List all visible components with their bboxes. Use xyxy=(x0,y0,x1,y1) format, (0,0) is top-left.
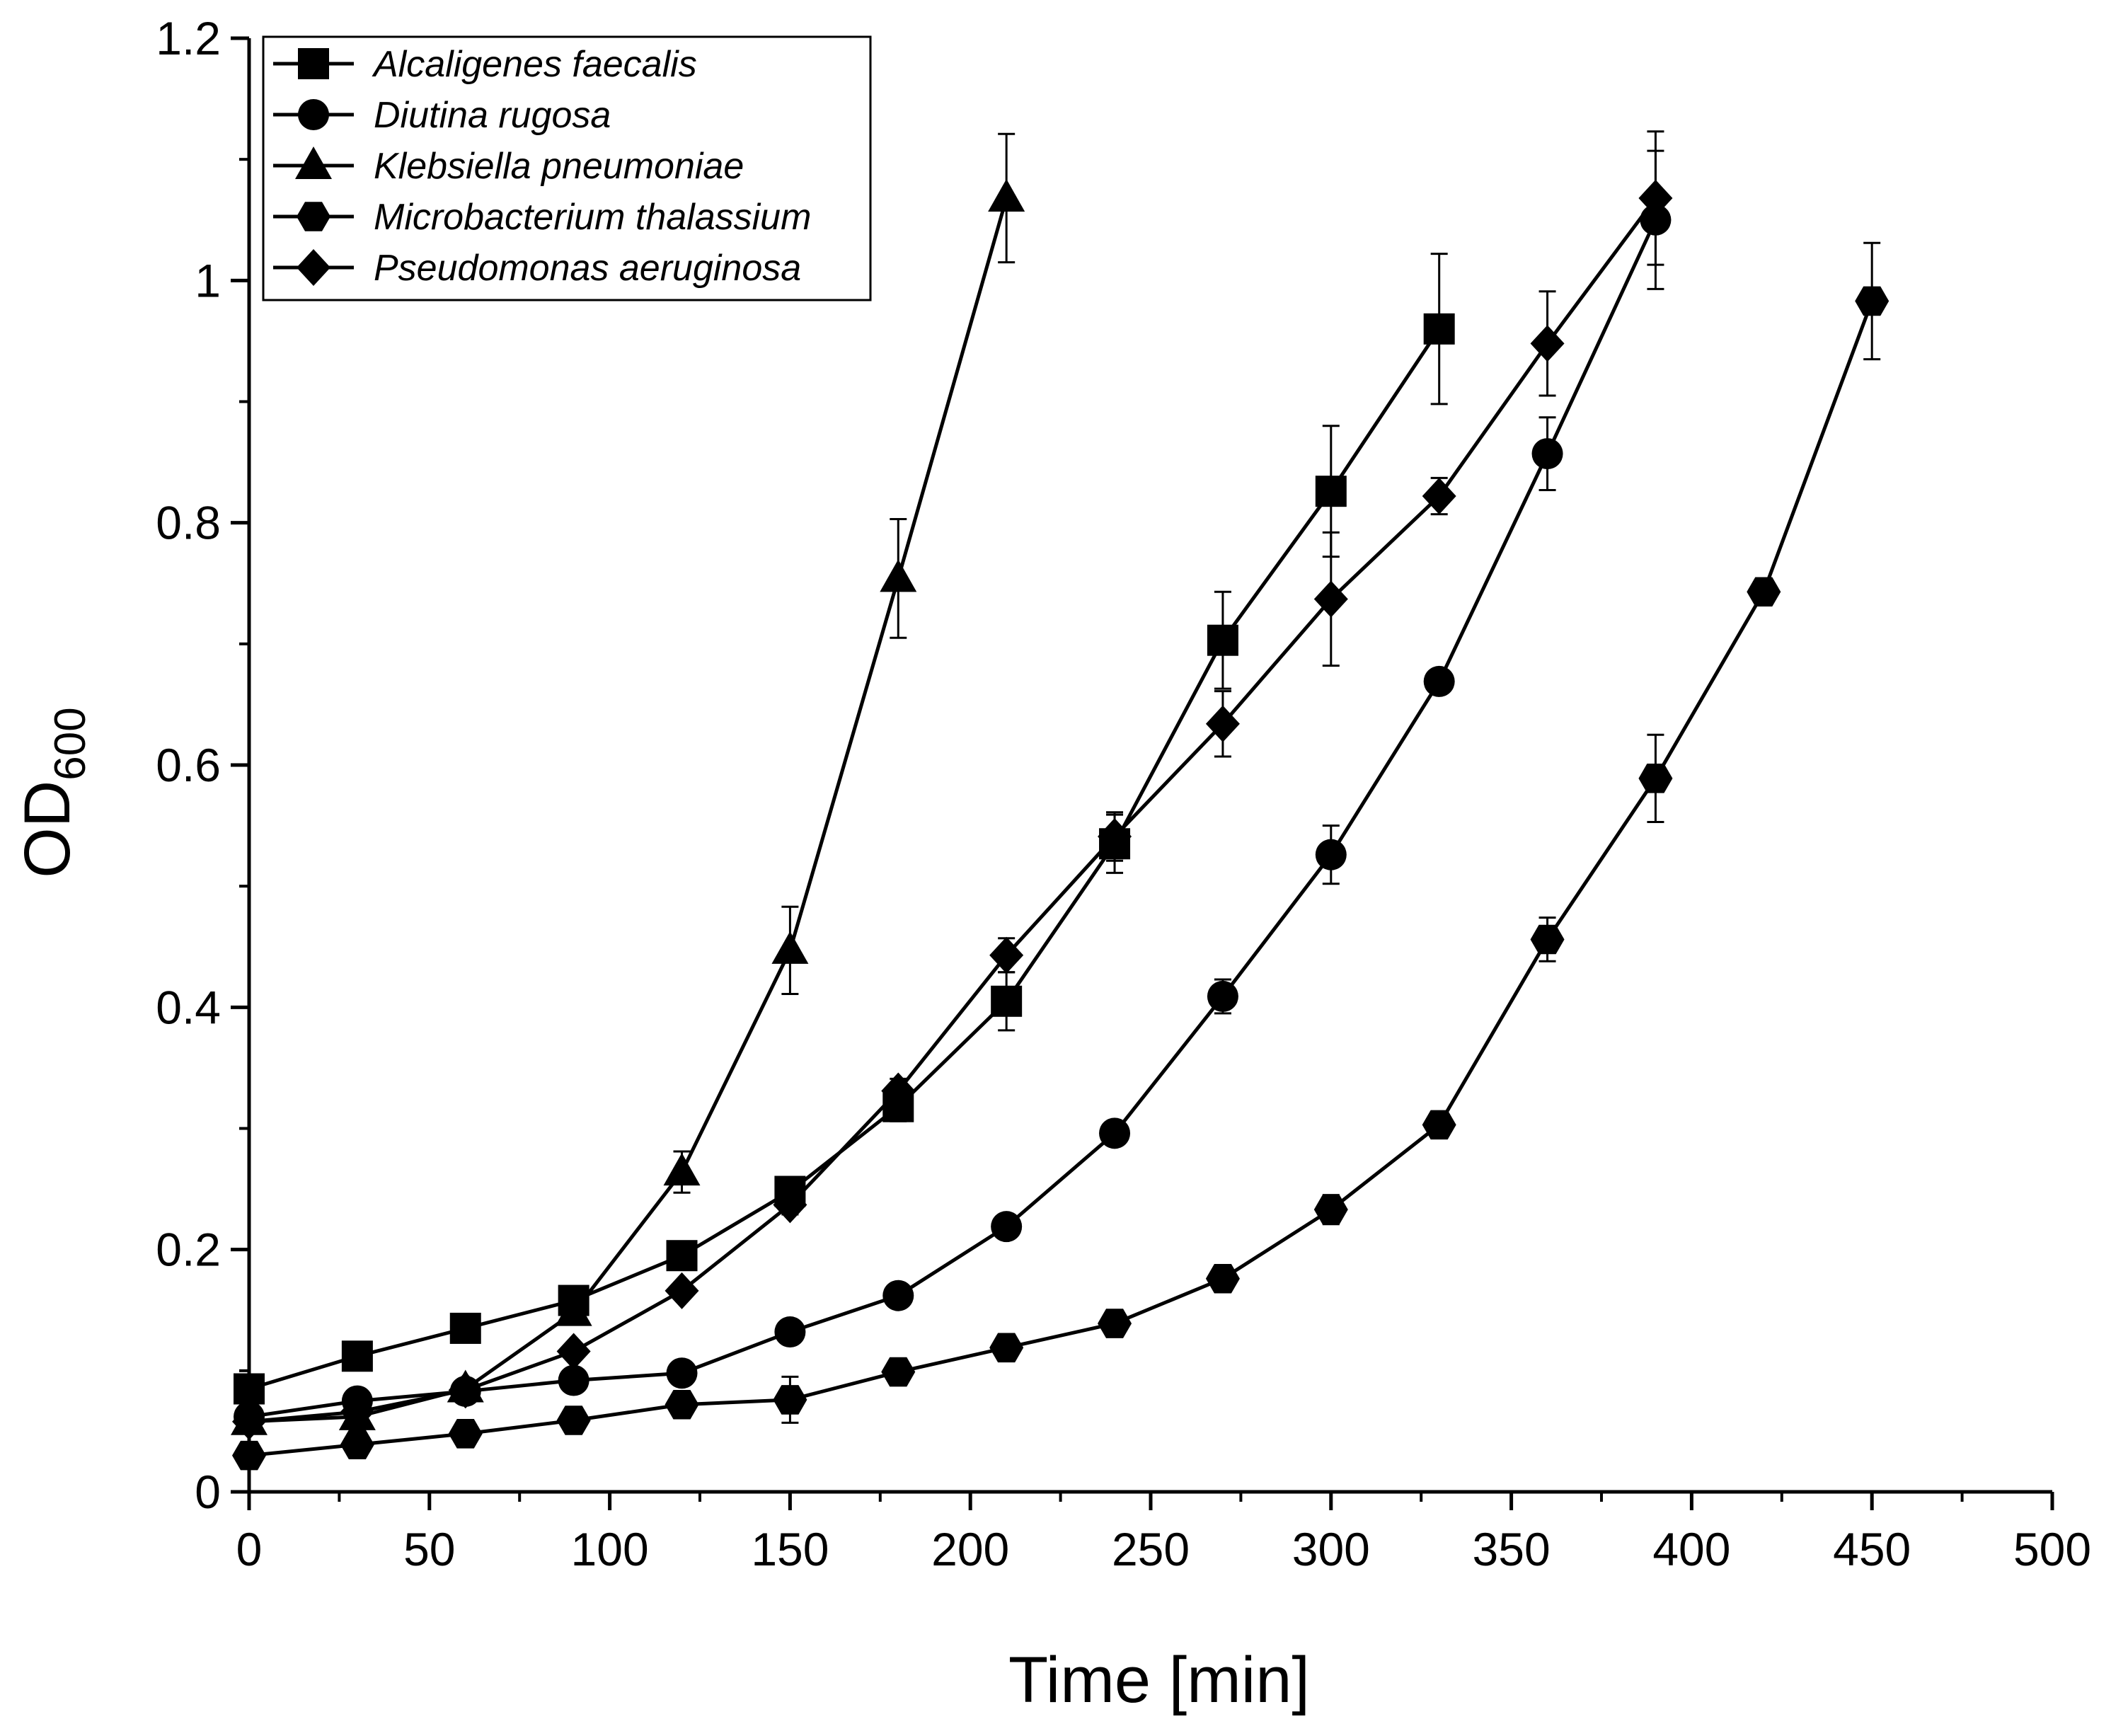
point-diutina-rugosa-390 xyxy=(1640,204,1672,236)
series-line-microbacterium-thalassium xyxy=(248,300,1874,1458)
point-diutina-rugosa-360 xyxy=(1531,438,1563,470)
y-tick-label-6: 1.2 xyxy=(156,12,221,64)
point-diutina-rugosa-210 xyxy=(991,1211,1023,1243)
point-microbacterium-thalassium-270 xyxy=(1205,1263,1240,1294)
point-klebsiella-pneumoniae-90 xyxy=(555,1293,592,1326)
legend-marker-klebsiella-pneumoniae xyxy=(295,146,332,179)
point-pseudomonas-aeruginosa-0 xyxy=(232,1403,266,1440)
point-microbacterium-thalassium-30 xyxy=(340,1430,374,1460)
point-microbacterium-thalassium-360 xyxy=(1530,924,1565,955)
point-diutina-rugosa-90 xyxy=(558,1364,589,1396)
point-pseudomonas-aeruginosa-330 xyxy=(1422,478,1456,515)
point-microbacterium-thalassium-60 xyxy=(448,1419,483,1449)
point-alcaligenes-faecalis-300 xyxy=(1315,476,1347,507)
legend-marker-alcaligenes-faecalis xyxy=(298,48,329,79)
error-bars xyxy=(241,130,1881,1461)
point-klebsiella-pneumoniae-210 xyxy=(988,178,1025,212)
point-pseudomonas-aeruginosa-300 xyxy=(1313,580,1348,618)
point-microbacterium-thalassium-420 xyxy=(1747,577,1781,607)
point-pseudomonas-aeruginosa-30 xyxy=(340,1393,374,1431)
legend-label-klebsiella-pneumoniae: Klebsiella pneumoniae xyxy=(374,146,744,187)
x-tick-label-350: 350 xyxy=(1473,1523,1551,1575)
legend-marker-microbacterium-thalassium xyxy=(297,202,330,231)
point-pseudomonas-aeruginosa-120 xyxy=(665,1272,699,1309)
point-alcaligenes-faecalis-210 xyxy=(991,985,1023,1017)
x-tick-label-500: 500 xyxy=(2013,1523,2091,1575)
point-alcaligenes-faecalis-60 xyxy=(449,1312,481,1344)
y-tick-label-0: 0 xyxy=(195,1466,221,1518)
point-microbacterium-thalassium-90 xyxy=(556,1406,591,1435)
point-pseudomonas-aeruginosa-240 xyxy=(1098,817,1132,855)
legend-marker-diutina-rugosa xyxy=(298,99,329,130)
axes: 0 50 100 150 200 250 300 350 400 450 500 0 0.2 0.4 0.6… xyxy=(156,12,2091,1575)
point-pseudomonas-aeruginosa-270 xyxy=(1205,705,1240,742)
point-diutina-rugosa-180 xyxy=(882,1280,914,1311)
point-microbacterium-thalassium-330 xyxy=(1422,1110,1456,1140)
series-markers xyxy=(231,178,1889,1471)
series-lines xyxy=(248,197,1874,1458)
point-alcaligenes-faecalis-120 xyxy=(666,1240,698,1272)
point-alcaligenes-faecalis-330 xyxy=(1423,313,1455,345)
point-alcaligenes-faecalis-0 xyxy=(234,1373,265,1405)
point-klebsiella-pneumoniae-180 xyxy=(880,559,917,592)
point-diutina-rugosa-330 xyxy=(1423,665,1455,697)
point-diutina-rugosa-240 xyxy=(1099,1117,1131,1149)
series-line-alcaligenes-faecalis xyxy=(248,328,1441,1391)
legend-label-alcaligenes-faecalis: Alcaligenes faecalis xyxy=(372,44,697,85)
x-tick-label-400: 400 xyxy=(1652,1523,1730,1575)
y-tick-label-5: 1 xyxy=(195,254,221,306)
legend-box xyxy=(262,35,872,301)
point-microbacterium-thalassium-180 xyxy=(881,1357,916,1387)
point-klebsiella-pneumoniae-120 xyxy=(663,1153,701,1186)
point-pseudomonas-aeruginosa-210 xyxy=(989,936,1024,974)
point-microbacterium-thalassium-450 xyxy=(1855,286,1889,316)
point-pseudomonas-aeruginosa-360 xyxy=(1530,325,1565,362)
point-pseudomonas-aeruginosa-90 xyxy=(556,1333,591,1370)
y-axis-title-main: OD xyxy=(11,781,84,878)
legend-label-pseudomonas-aeruginosa: Pseudomonas aeruginosa xyxy=(374,248,801,289)
y-tick-label-1: 0.2 xyxy=(156,1224,221,1276)
point-diutina-rugosa-150 xyxy=(774,1316,806,1348)
x-tick-label-0: 0 xyxy=(236,1523,263,1575)
legend-label-diutina-rugosa: Diutina rugosa xyxy=(374,95,611,136)
point-microbacterium-thalassium-210 xyxy=(989,1333,1024,1363)
series-line-diutina-rugosa xyxy=(248,219,1657,1419)
series-line-pseudomonas-aeruginosa xyxy=(248,197,1657,1424)
point-microbacterium-thalassium-150 xyxy=(773,1385,807,1415)
x-tick-label-200: 200 xyxy=(931,1523,1009,1575)
y-tick-label-3: 0.6 xyxy=(156,739,221,791)
point-microbacterium-thalassium-0 xyxy=(232,1440,266,1471)
series-line-klebsiella-pneumoniae xyxy=(248,197,1008,1424)
point-microbacterium-thalassium-240 xyxy=(1098,1309,1132,1338)
y-axis-title-subscript: 600 xyxy=(46,707,95,780)
x-axis-title: Time [min] xyxy=(1008,1644,1310,1716)
point-microbacterium-thalassium-390 xyxy=(1638,764,1673,793)
legend-label-microbacterium-thalassium: Microbacterium thalassium xyxy=(374,197,811,238)
point-klebsiella-pneumoniae-150 xyxy=(771,931,809,964)
x-tick-label-150: 150 xyxy=(751,1523,829,1575)
point-diutina-rugosa-120 xyxy=(666,1357,698,1389)
point-diutina-rugosa-270 xyxy=(1207,980,1238,1012)
legend: Alcaligenes faecalis Diutina rugosa Klebsi… xyxy=(262,35,872,301)
point-alcaligenes-faecalis-30 xyxy=(341,1340,373,1372)
y-tick-label-2: 0.4 xyxy=(156,981,221,1033)
point-pseudomonas-aeruginosa-60 xyxy=(448,1372,483,1409)
point-pseudomonas-aeruginosa-390 xyxy=(1638,179,1673,217)
x-tick-label-300: 300 xyxy=(1292,1523,1370,1575)
point-pseudomonas-aeruginosa-150 xyxy=(773,1186,807,1224)
x-tick-label-100: 100 xyxy=(571,1523,649,1575)
point-microbacterium-thalassium-300 xyxy=(1313,1195,1348,1224)
legend-marker-pseudomonas-aeruginosa xyxy=(297,249,330,286)
x-tick-label-50: 50 xyxy=(403,1523,455,1575)
point-diutina-rugosa-300 xyxy=(1315,839,1347,870)
y-tick-label-4: 0.8 xyxy=(156,497,221,549)
y-axis-title: OD600 xyxy=(11,707,95,878)
x-tick-label-450: 450 xyxy=(1833,1523,1911,1575)
x-tick-label-250: 250 xyxy=(1112,1523,1190,1575)
point-pseudomonas-aeruginosa-180 xyxy=(881,1072,916,1110)
point-microbacterium-thalassium-120 xyxy=(665,1389,699,1420)
point-alcaligenes-faecalis-270 xyxy=(1207,624,1238,656)
